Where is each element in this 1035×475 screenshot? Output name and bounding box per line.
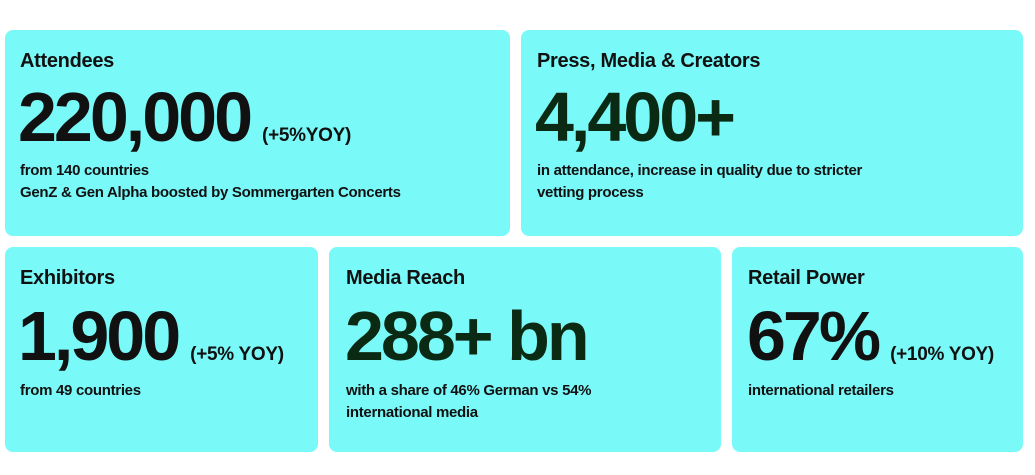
press-description: in attendance, increase in quality due t… — [537, 160, 862, 204]
media-reach-description: with a share of 46% German vs 54% intern… — [346, 380, 592, 424]
press-metric: 4,400+ — [535, 78, 736, 156]
exhibitors-description: from 49 countries — [20, 380, 141, 402]
attendees-change: (+5%YOY) — [262, 125, 351, 146]
media-reach-value: 288+ bn — [345, 297, 590, 375]
media-reach-title: Media Reach — [346, 267, 465, 289]
press-desc-line1: in attendance, increase in quality due t… — [537, 162, 863, 179]
press-card: Press, Media & Creators 4,400+ in attend… — [521, 30, 1023, 236]
attendees-value: 220,000 — [18, 78, 253, 156]
media-reach-card: Media Reach 288+ bn with a share of 46% … — [329, 247, 721, 452]
exhibitors-value: 1,900 — [18, 297, 181, 375]
retail-description: international retailers — [748, 380, 894, 402]
attendees-title: Attendees — [20, 50, 114, 72]
exhibitors-change: (+5% YOY) — [190, 344, 284, 365]
attendees-desc-line1: from 140 countries — [20, 162, 149, 179]
retail-metric: 67% (+10% YOY) — [747, 301, 994, 371]
media-reach-metric: 288+ bn — [345, 297, 590, 375]
retail-desc-line1: international retailers — [748, 382, 894, 399]
press-value: 4,400+ — [535, 78, 736, 156]
attendees-metric: 220,000 (+5%YOY) — [18, 82, 351, 152]
press-title: Press, Media & Creators — [537, 50, 761, 72]
exhibitors-desc-line1: from 49 countries — [20, 382, 141, 399]
retail-value: 67% — [747, 297, 881, 375]
media-reach-desc-line1: with a share of 46% German vs 54% — [346, 382, 592, 399]
retail-title: Retail Power — [748, 267, 865, 289]
exhibitors-card: Exhibitors 1,900 (+5% YOY) from 49 count… — [5, 247, 318, 452]
exhibitors-metric: 1,900 (+5% YOY) — [18, 301, 284, 371]
attendees-description: from 140 countries GenZ & Gen Alpha boos… — [20, 160, 401, 204]
retail-change: (+10% YOY) — [890, 344, 994, 365]
attendees-desc-line2: GenZ & Gen Alpha boosted by Sommergarten… — [20, 184, 401, 201]
exhibitors-title: Exhibitors — [20, 267, 115, 289]
retail-card: Retail Power 67% (+10% YOY) internationa… — [732, 247, 1023, 452]
attendees-card: Attendees 220,000 (+5%YOY) from 140 coun… — [5, 30, 510, 236]
press-desc-line2: vetting process — [537, 184, 644, 201]
media-reach-desc-line2: international media — [346, 404, 478, 421]
